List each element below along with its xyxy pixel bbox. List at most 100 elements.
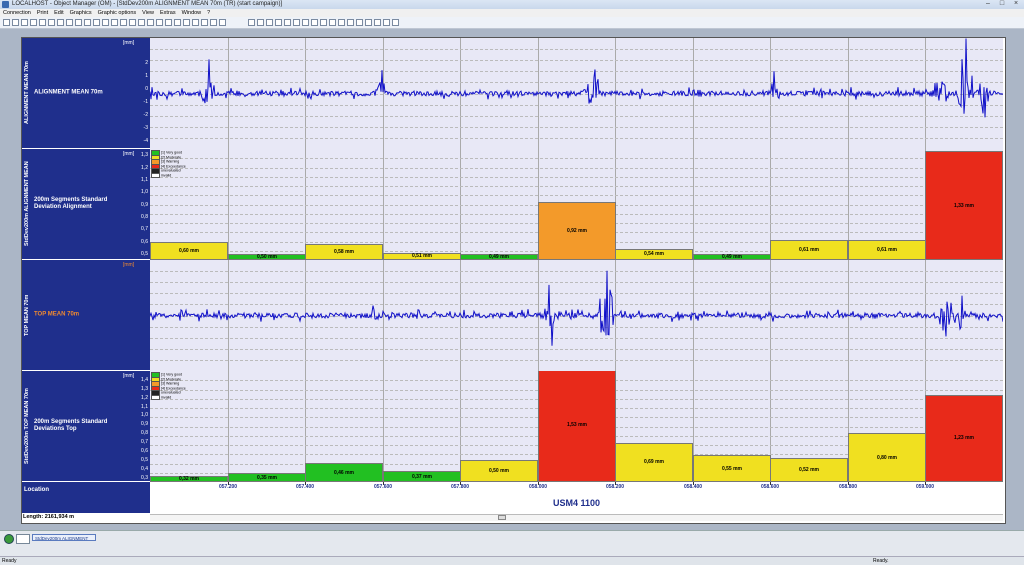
menu-view[interactable]: View <box>142 10 154 16</box>
location-tick-label: 058.400 <box>683 484 703 490</box>
location-name: USM4 1100 <box>150 498 1003 512</box>
toolbar-button-icon[interactable] <box>21 19 28 26</box>
menu-extras[interactable]: Extras <box>160 10 176 16</box>
maximize-button[interactable]: □ <box>999 0 1005 7</box>
toolbar-button-icon[interactable] <box>75 19 82 26</box>
std-dev-bar[interactable]: 0,61 mm <box>848 240 926 260</box>
toolbar-button-icon[interactable] <box>66 19 73 26</box>
std-dev-bar[interactable]: 0,37 mm <box>383 471 461 482</box>
toolbar-button-icon[interactable] <box>248 19 255 26</box>
std-dev-bar[interactable]: 0,61 mm <box>770 240 848 260</box>
scrollbar-thumb[interactable] <box>498 515 506 520</box>
location-tick-mark <box>615 482 616 485</box>
legend-label: [1] Very good <box>161 150 183 155</box>
toolbar-button-icon[interactable] <box>3 19 10 26</box>
alignment-trace-plot[interactable] <box>150 38 1003 150</box>
std-dev-bar[interactable]: 0,69 mm <box>615 442 693 482</box>
toolbar-button-icon[interactable] <box>392 19 399 26</box>
toolbar-button-icon[interactable] <box>192 19 199 26</box>
std-dev-bar[interactable]: 0,49 mm <box>460 254 538 260</box>
toolbar-button-icon[interactable] <box>293 19 300 26</box>
menu-graphic-options[interactable]: Graphic options <box>97 10 137 16</box>
toolbar-button-icon[interactable] <box>383 19 390 26</box>
alignment-tick: -1 <box>143 99 148 105</box>
menu-graphics[interactable]: Graphics <box>69 10 92 16</box>
toolbar-button-icon[interactable] <box>129 19 136 26</box>
menu-edit[interactable]: Edit <box>54 10 64 16</box>
std-dev-bar[interactable]: 0,55 mm <box>693 455 771 482</box>
std-dev-bar[interactable]: 1,53 mm <box>538 371 616 482</box>
toolbar-button-icon[interactable] <box>284 19 291 26</box>
std-dev-bar[interactable]: 0,54 mm <box>615 248 693 260</box>
toolbar-button-icon[interactable] <box>111 19 118 26</box>
bar-value-label: 0,69 mm <box>643 459 664 466</box>
std-dev-bar[interactable]: 0,32 mm <box>150 475 228 482</box>
std-top-bar-plot[interactable]: 0,32 mm 0,35 mm 0,46 mm 0,37 mm 0,50 mm 1,53 … <box>150 371 1003 483</box>
toolbar-button-icon[interactable] <box>102 19 109 26</box>
toolbar-button-icon[interactable] <box>156 19 163 26</box>
toolbar-button-icon[interactable] <box>84 19 91 26</box>
std-dev-bar[interactable]: 0,80 mm <box>848 433 926 482</box>
std-dev-bar[interactable]: 1,33 mm <box>925 151 1003 260</box>
toolbar-button-icon[interactable] <box>266 19 273 26</box>
top-trace-plot[interactable] <box>150 260 1003 372</box>
toolbar-button-icon[interactable] <box>275 19 282 26</box>
minimize-button[interactable]: – <box>986 0 990 7</box>
value-gridline <box>150 105 1003 106</box>
bar-value-label: 0,37 mm <box>411 473 432 480</box>
toolbar-button-icon[interactable] <box>311 19 318 26</box>
location-tick-label: 058.000 <box>528 484 548 490</box>
toolbar-button-icon[interactable] <box>183 19 190 26</box>
toolbar-button-icon[interactable] <box>165 19 172 26</box>
bar-value-label: 0,54 mm <box>643 251 664 258</box>
std-dev-bar[interactable]: 0,92 mm <box>538 202 616 260</box>
close-button[interactable]: × <box>1013 0 1019 7</box>
toolbar-button-icon[interactable] <box>356 19 363 26</box>
value-gridline <box>150 49 1003 50</box>
toolbar-button-icon[interactable] <box>30 19 37 26</box>
toolbar-button-icon[interactable] <box>201 19 208 26</box>
toolbar-button-icon[interactable] <box>12 19 19 26</box>
toolbar-button-icon[interactable] <box>257 19 264 26</box>
nav-back-icon[interactable] <box>4 534 14 544</box>
menu-connection[interactable]: Connection <box>3 10 31 16</box>
std-dev-bar[interactable]: 0,46 mm <box>305 463 383 482</box>
toolbar-button-icon[interactable] <box>93 19 100 26</box>
horizontal-scrollbar[interactable] <box>150 514 1003 521</box>
toolbar-button-icon[interactable] <box>147 19 154 26</box>
window-taskbar: StdDev200m ALIGNMENT <box>0 530 1024 557</box>
toolbar-button-icon[interactable] <box>338 19 345 26</box>
toolbar-button-icon[interactable] <box>57 19 64 26</box>
toolbar-button-icon[interactable] <box>48 19 55 26</box>
std-dev-bar[interactable]: 0,60 mm <box>150 241 228 260</box>
toolbar-button-icon[interactable] <box>329 19 336 26</box>
toolbar-button-icon[interactable] <box>39 19 46 26</box>
std-dev-bar[interactable]: 0,51 mm <box>383 252 461 260</box>
std-dev-bar[interactable]: 0,52 mm <box>770 458 848 482</box>
toolbar-button-icon[interactable] <box>347 19 354 26</box>
std-dev-bar[interactable]: 0,50 mm <box>460 459 538 482</box>
toolbar-button-icon[interactable] <box>302 19 309 26</box>
toolbar-button-icon[interactable] <box>174 19 181 26</box>
toolbar-button-icon[interactable] <box>374 19 381 26</box>
std-dev-bar[interactable]: 0,58 mm <box>305 243 383 260</box>
toolbar-button-icon[interactable] <box>120 19 127 26</box>
bar-value-label: 0,35 mm <box>256 474 277 481</box>
std-alignment-bar-plot[interactable]: 0,60 mm 0,50 mm 0,58 mm 0,51 mm 0,49 mm 0,92 … <box>150 149 1003 261</box>
bar-value-label: 0,60 mm <box>178 247 199 254</box>
legend-swatch <box>151 172 160 178</box>
std-alignment-unit: [mm] <box>123 151 135 157</box>
menu-window[interactable]: Window <box>181 10 202 16</box>
value-gridline <box>150 360 1003 361</box>
toolbar-button-icon[interactable] <box>138 19 145 26</box>
toolbar-button-icon[interactable] <box>320 19 327 26</box>
toolbar-button-icon[interactable] <box>210 19 217 26</box>
document-tab[interactable]: StdDev200m ALIGNMENT <box>32 534 96 541</box>
std-dev-bar[interactable]: 0,35 mm <box>228 473 306 482</box>
menu-print[interactable]: Print <box>36 10 49 16</box>
toolbar-button-icon[interactable] <box>365 19 372 26</box>
dropdown-icon[interactable] <box>16 534 30 544</box>
menu-help[interactable]: ? <box>207 10 211 16</box>
std-dev-bar[interactable]: 1,23 mm <box>925 394 1003 482</box>
toolbar-button-icon[interactable] <box>219 19 226 26</box>
